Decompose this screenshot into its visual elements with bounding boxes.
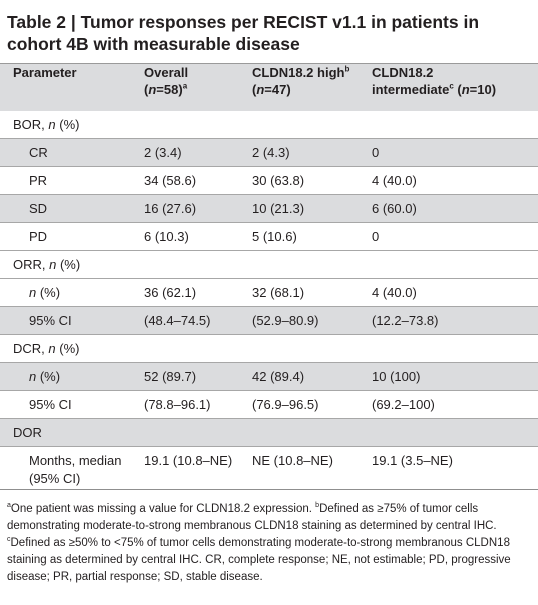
table-row: Months, median (95% CI) 19.1 (10.8–NE) NE… (0, 447, 538, 490)
section-row-dor: DOR (0, 418, 538, 447)
header-cldn-intermediate: CLDN18.2 intermediatec (n=10) (372, 65, 497, 97)
section-row-dcr: DCR, n (%) (0, 335, 538, 363)
header-row: Parameter Overall (n=58)a CLDN18.2 highb(… (0, 63, 538, 111)
section-row-bor: BOR, n (%) (0, 111, 538, 139)
table-footnote: aOne patient was missing a value for CLD… (7, 502, 511, 583)
table-row: 95% CI (78.8–96.1) (76.9–96.5) (69.2–100… (0, 391, 538, 419)
table-row: 95% CI (48.4–74.5) (52.9–80.9) (12.2–73.… (0, 306, 538, 335)
table-row: CR 2 (3.4) 2 (4.3) 0 (0, 138, 538, 167)
section-row-orr: ORR, n (%) (0, 251, 538, 279)
header-overall: Overall (n=58)a (144, 65, 189, 97)
table-title: Table 2 | Tumor responses per RECIST v1.… (7, 12, 480, 54)
header-cldn-high: CLDN18.2 highb (n=47) (252, 64, 350, 97)
results-table: Parameter Overall (n=58)a CLDN18.2 highb(… (0, 63, 538, 490)
table-row: SD 16 (27.6) 10 (21.3) 6 (60.0) (0, 194, 538, 223)
table-row: n (%) 36 (62.1) 32 (68.1) 4 (40.0) (0, 279, 538, 307)
table-row: PD 6 (10.3) 5 (10.6) 0 (0, 223, 538, 251)
table-row: PR 34 (58.6) 30 (63.8) 4 (40.0) (0, 167, 538, 195)
table-row: n (%) 52 (89.7) 42 (89.4) 10 (100) (0, 362, 538, 391)
header-parameter: Parameter (13, 65, 77, 80)
